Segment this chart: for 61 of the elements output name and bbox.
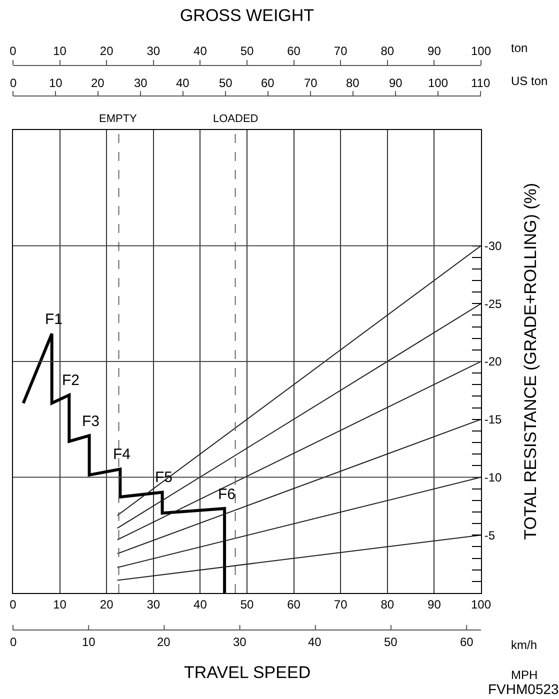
x2-axis-title: ton xyxy=(511,41,528,55)
text: MPH xyxy=(511,668,538,682)
chart-title: GROSS WEIGHT xyxy=(180,6,314,25)
x-tick-label: 100 xyxy=(470,597,492,612)
text: 60 xyxy=(261,76,275,90)
text: 100 xyxy=(428,76,448,90)
text: US ton xyxy=(511,74,548,88)
text: 40 xyxy=(176,76,190,90)
text: 10 xyxy=(82,635,96,649)
text: 50 xyxy=(384,635,398,649)
text: 70 xyxy=(304,76,318,90)
y-tick-label: -30 xyxy=(484,238,502,253)
x-tick-label: 0 xyxy=(10,597,17,612)
x-tick-label: 70 xyxy=(334,597,348,612)
annotation: F4 xyxy=(113,446,131,463)
text: 0 xyxy=(10,76,17,90)
y-tick-label: -15 xyxy=(484,412,502,427)
x-tick-label: 50 xyxy=(240,597,254,612)
y-tick-label: -5 xyxy=(484,528,496,542)
text: 110 xyxy=(471,76,490,90)
text: 10 xyxy=(49,76,63,90)
x2-tick-label: 80 xyxy=(380,44,394,58)
x-tick-label: 30 xyxy=(146,597,160,612)
y-tick-label: -20 xyxy=(484,354,502,369)
x2-tick-label: 30 xyxy=(146,44,160,58)
x2-tick-label: 60 xyxy=(287,44,301,58)
x-tick-label: 90 xyxy=(428,597,442,612)
x2-tick-label: 0 xyxy=(10,44,17,58)
x2-tick-label: 50 xyxy=(240,44,254,58)
annotation: F2 xyxy=(62,372,80,389)
text: TRAVEL SPEED xyxy=(184,663,311,682)
text: 50 xyxy=(219,76,233,90)
x-tick-label: 60 xyxy=(287,597,301,612)
x2-tick-label: 10 xyxy=(53,44,67,58)
ref-line-label: EMPTY xyxy=(99,113,138,125)
text: 20 xyxy=(157,635,171,649)
y-tick-label: -10 xyxy=(484,470,502,484)
x2-tick-label: 90 xyxy=(428,44,442,58)
x2-tick-label: 100 xyxy=(470,44,492,58)
ref-line-label: LOADED xyxy=(213,113,258,125)
text: 60 xyxy=(460,635,474,649)
text: 30 xyxy=(134,76,148,90)
text: 90 xyxy=(389,76,403,90)
x-tick-label: 20 xyxy=(100,597,114,612)
annotation: F6 xyxy=(218,486,236,503)
text: 80 xyxy=(346,76,360,90)
text: FVHM0523 xyxy=(488,681,559,697)
x-axis-title: km/h xyxy=(511,638,538,652)
x2-tick-label: 70 xyxy=(334,44,348,58)
annotation: F3 xyxy=(82,413,100,430)
y-axis-title: TOTAL RESISTANCE (GRADE+ROLLING) (%) xyxy=(520,182,540,540)
text: 20 xyxy=(91,76,105,90)
text: 30 xyxy=(233,635,247,649)
y-tick-label: -25 xyxy=(484,296,502,311)
x2-tick-label: 20 xyxy=(100,44,114,58)
x2-tick-label: 40 xyxy=(194,44,208,58)
x-tick-label: 10 xyxy=(53,597,67,612)
x-tick-label: 40 xyxy=(194,597,208,612)
x-tick-label: 80 xyxy=(380,597,394,612)
text: 0 xyxy=(10,635,17,649)
text: 40 xyxy=(308,635,322,649)
